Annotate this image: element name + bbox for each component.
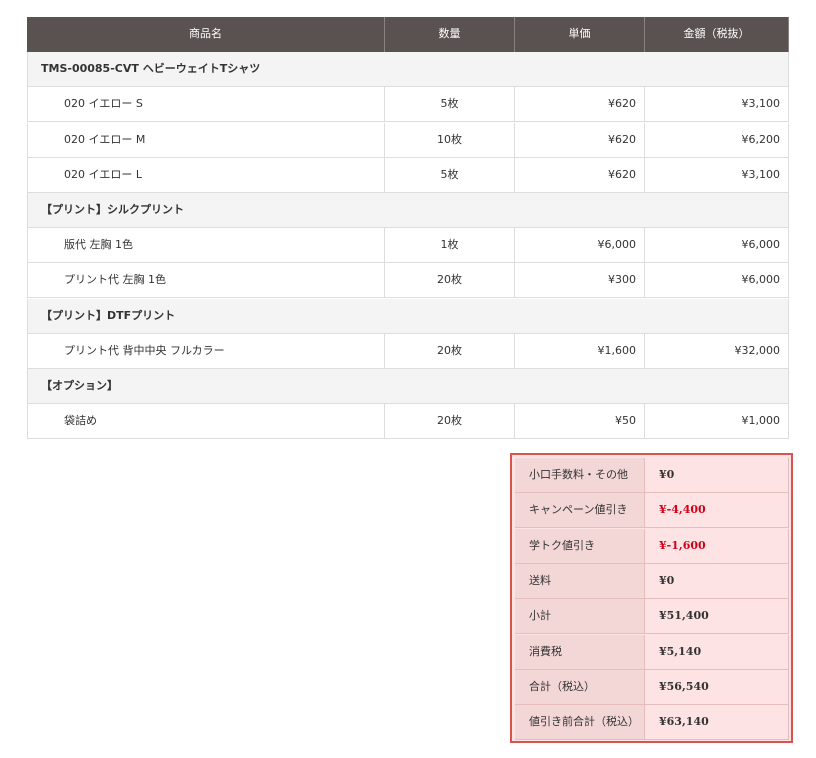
summary-value: ¥63,140 bbox=[645, 705, 789, 741]
summary-value: ¥5,140 bbox=[645, 634, 789, 670]
summary-value: ¥-4,400 bbox=[645, 493, 789, 529]
item-name: プリント代 背中中央 フルカラー bbox=[27, 333, 385, 369]
item-unit-price: ¥1,600 bbox=[515, 333, 645, 369]
summary-label: キャンペーン値引き bbox=[515, 493, 645, 529]
item-unit-price: ¥6,000 bbox=[515, 228, 645, 264]
summary-value: ¥0 bbox=[645, 458, 789, 493]
item-amount: ¥6,000 bbox=[645, 228, 789, 264]
group-row: 【オプション】 bbox=[27, 369, 789, 404]
item-amount: ¥3,100 bbox=[645, 87, 789, 123]
item-name: 袋詰め bbox=[27, 404, 385, 440]
item-unit-price: ¥300 bbox=[515, 263, 645, 299]
header-cell: 商品名 bbox=[27, 17, 385, 52]
item-name: 版代 左胸 1色 bbox=[27, 228, 385, 264]
item-quantity: 1枚 bbox=[385, 228, 515, 264]
item-quantity: 10枚 bbox=[385, 122, 515, 158]
item-unit-price: ¥620 bbox=[515, 87, 645, 123]
item-quantity: 20枚 bbox=[385, 333, 515, 369]
item-quantity: 20枚 bbox=[385, 404, 515, 440]
item-unit-price: ¥50 bbox=[515, 404, 645, 440]
summary-label: 値引き前合計（税込） bbox=[515, 705, 645, 741]
item-unit-price: ¥620 bbox=[515, 122, 645, 158]
summary-value: ¥56,540 bbox=[645, 669, 789, 705]
summary-value: ¥-1,600 bbox=[645, 528, 789, 564]
summary-value: ¥0 bbox=[645, 563, 789, 599]
header-cell: 単価 bbox=[515, 17, 645, 52]
item-name: 020 イエロー S bbox=[27, 87, 385, 123]
summary-box: 小口手数料・その他 ¥0 キャンペーン値引き ¥-4,400 学トク値引き ¥-1,600… bbox=[510, 453, 793, 743]
header-cell: 金額（税抜） bbox=[645, 17, 789, 52]
item-amount: ¥6,000 bbox=[645, 263, 789, 299]
header-cell: 数量 bbox=[385, 17, 515, 52]
summary-label: 送料 bbox=[515, 563, 645, 599]
item-name: 020 イエロー M bbox=[27, 122, 385, 158]
item-amount: ¥1,000 bbox=[645, 404, 789, 440]
item-quantity: 5枚 bbox=[385, 157, 515, 193]
summary-label: 合計（税込） bbox=[515, 669, 645, 705]
item-quantity: 20枚 bbox=[385, 263, 515, 299]
group-row: 【プリント】シルクプリント bbox=[27, 193, 789, 228]
item-amount: ¥32,000 bbox=[645, 333, 789, 369]
group-row: TMS-00085-CVT ヘビーウェイトTシャツ bbox=[27, 52, 789, 88]
item-amount: ¥3,100 bbox=[645, 157, 789, 193]
group-row: 【プリント】DTFプリント bbox=[27, 298, 789, 334]
item-quantity: 5枚 bbox=[385, 87, 515, 123]
summary-label: 消費税 bbox=[515, 634, 645, 670]
summary-value: ¥51,400 bbox=[645, 599, 789, 635]
summary-label: 学トク値引き bbox=[515, 528, 645, 564]
item-name: 020 イエロー L bbox=[27, 157, 385, 193]
summary-label: 小口手数料・その他 bbox=[515, 458, 645, 493]
item-amount: ¥6,200 bbox=[645, 122, 789, 158]
item-unit-price: ¥620 bbox=[515, 157, 645, 193]
summary-label: 小計 bbox=[515, 599, 645, 635]
item-name: プリント代 左胸 1色 bbox=[27, 263, 385, 299]
